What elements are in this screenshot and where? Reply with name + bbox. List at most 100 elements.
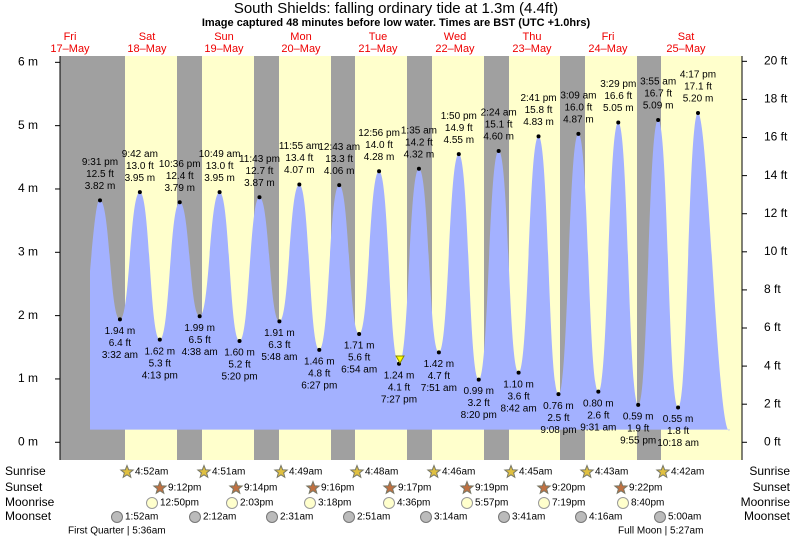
tide-point	[337, 183, 342, 188]
time-label: 7:51 am	[421, 383, 457, 394]
m-label: 0.55 m	[663, 414, 694, 425]
tide-point	[596, 389, 601, 394]
m-label: 1.91 m	[264, 328, 295, 339]
moon-icon	[654, 511, 666, 523]
ft-label: 4.8 ft	[308, 368, 330, 379]
ft-label: 14.2 ft	[405, 137, 433, 148]
time-label: 4:17 pm	[680, 70, 716, 81]
tide-point	[516, 370, 521, 375]
m-label: 5.05 m	[603, 103, 634, 114]
moon-icon	[538, 497, 550, 509]
ft-label: 16.7 ft	[644, 89, 672, 100]
sun-icon	[152, 480, 168, 495]
time-label: 4:13 pm	[142, 370, 178, 381]
tide-point	[656, 117, 661, 122]
time-label: 10:49 am	[199, 149, 241, 160]
time-label: 9:31 pm	[82, 157, 118, 168]
tide-point	[137, 190, 142, 195]
tide-point	[237, 338, 242, 343]
sun-icon	[536, 480, 552, 495]
m-label: 1.99 m	[184, 323, 215, 334]
m-label: 0.59 m	[623, 412, 654, 423]
time-label: 12:43 am	[318, 142, 360, 153]
moonset-time: 4:16am	[589, 512, 622, 523]
moonset-time: 3:14am	[434, 512, 467, 523]
moonrise-time: 8:40pm	[631, 498, 664, 509]
tide-point	[696, 110, 700, 115]
tide-point	[676, 405, 681, 410]
tide-point	[317, 347, 322, 352]
m-label: 5.09 m	[643, 101, 674, 112]
sunset-time: 9:17pm	[398, 483, 431, 494]
y2-tick-label: 4 ft	[764, 358, 781, 372]
day-name: Sun	[214, 31, 234, 43]
y2-tick-label: 0 ft	[764, 434, 781, 448]
sunrise-time: 4:49am	[289, 467, 322, 478]
moon-icon	[498, 511, 510, 523]
moonrise-time: 2:03pm	[240, 498, 273, 509]
ft-label: 14.9 ft	[445, 123, 473, 134]
time-label: 9:42 am	[122, 149, 158, 160]
sun-icon	[613, 480, 629, 495]
y2-tick-label: 18 ft	[764, 92, 788, 106]
m-label: 1.46 m	[304, 356, 335, 367]
tide-point	[377, 169, 382, 174]
time-label: 11:43 pm	[239, 154, 280, 165]
ft-label: 12.5 ft	[86, 169, 114, 180]
day-date: 19–May	[204, 43, 244, 55]
ft-label: 3.6 ft	[507, 391, 529, 402]
m-label: 3.95 m	[125, 173, 156, 184]
moonset-time: 2:51am	[357, 512, 390, 523]
time-label: 9:31 am	[580, 422, 616, 433]
sunrise-time: 4:46am	[442, 467, 475, 478]
day-date: 23–May	[512, 43, 552, 55]
day-name: Mon	[290, 31, 311, 43]
time-label: 3:55 am	[640, 77, 676, 88]
day-date: 25–May	[666, 43, 706, 55]
day-date: 18–May	[127, 43, 167, 55]
y-tick-label: 3 m	[18, 244, 38, 258]
ft-label: 16.6 ft	[604, 91, 632, 102]
moon-icon	[304, 497, 316, 509]
y-tick-label: 2 m	[18, 308, 38, 322]
ft-label: 13.0 ft	[126, 161, 154, 172]
moon-icon	[343, 511, 355, 523]
ft-label: 13.4 ft	[285, 153, 313, 164]
y2-tick-label: 20 ft	[764, 54, 788, 68]
ft-label: 16.0 ft	[564, 103, 592, 114]
moon-icon	[266, 511, 278, 523]
moonrise-time: 7:19pm	[552, 498, 585, 509]
time-label: 3:32 am	[102, 350, 138, 361]
y2-tick-label: 8 ft	[764, 282, 781, 296]
m-label: 1.60 m	[224, 348, 255, 359]
time-label: 4:38 am	[182, 347, 218, 358]
ft-label: 17.1 ft	[684, 82, 712, 93]
sunset-time: 9:22pm	[629, 483, 662, 494]
day-date: 20–May	[281, 43, 321, 55]
sunrise-time: 4:52am	[135, 467, 168, 478]
sun-icon	[579, 464, 595, 479]
moon-icon	[461, 497, 473, 509]
time-label: 2:41 pm	[520, 93, 556, 104]
y2-tick-label: 16 ft	[764, 130, 788, 144]
y2-tick-label: 6 ft	[764, 320, 781, 334]
moon-phase: First Quarter | 5:36am	[68, 526, 166, 537]
time-label: 1:35 am	[401, 125, 437, 136]
m-label: 4.28 m	[364, 152, 395, 163]
ft-label: 14.0 ft	[365, 140, 393, 151]
sun-icon	[382, 480, 398, 495]
ft-label: 4.7 ft	[428, 371, 450, 382]
sun-icon	[349, 464, 365, 479]
time-label: 3:29 pm	[600, 79, 636, 90]
time-label: 1:50 pm	[441, 111, 477, 122]
ft-label: 5.3 ft	[149, 358, 171, 369]
sunset-time: 9:12pm	[168, 483, 201, 494]
day-date: 21–May	[358, 43, 398, 55]
y-tick-label: 1 m	[18, 371, 38, 385]
m-label: 1.62 m	[145, 346, 176, 357]
m-label: 0.80 m	[583, 398, 614, 409]
time-label: 5:48 am	[261, 352, 297, 363]
tide-point	[177, 200, 182, 205]
m-label: 1.71 m	[344, 341, 375, 352]
ft-label: 1.8 ft	[667, 426, 689, 437]
